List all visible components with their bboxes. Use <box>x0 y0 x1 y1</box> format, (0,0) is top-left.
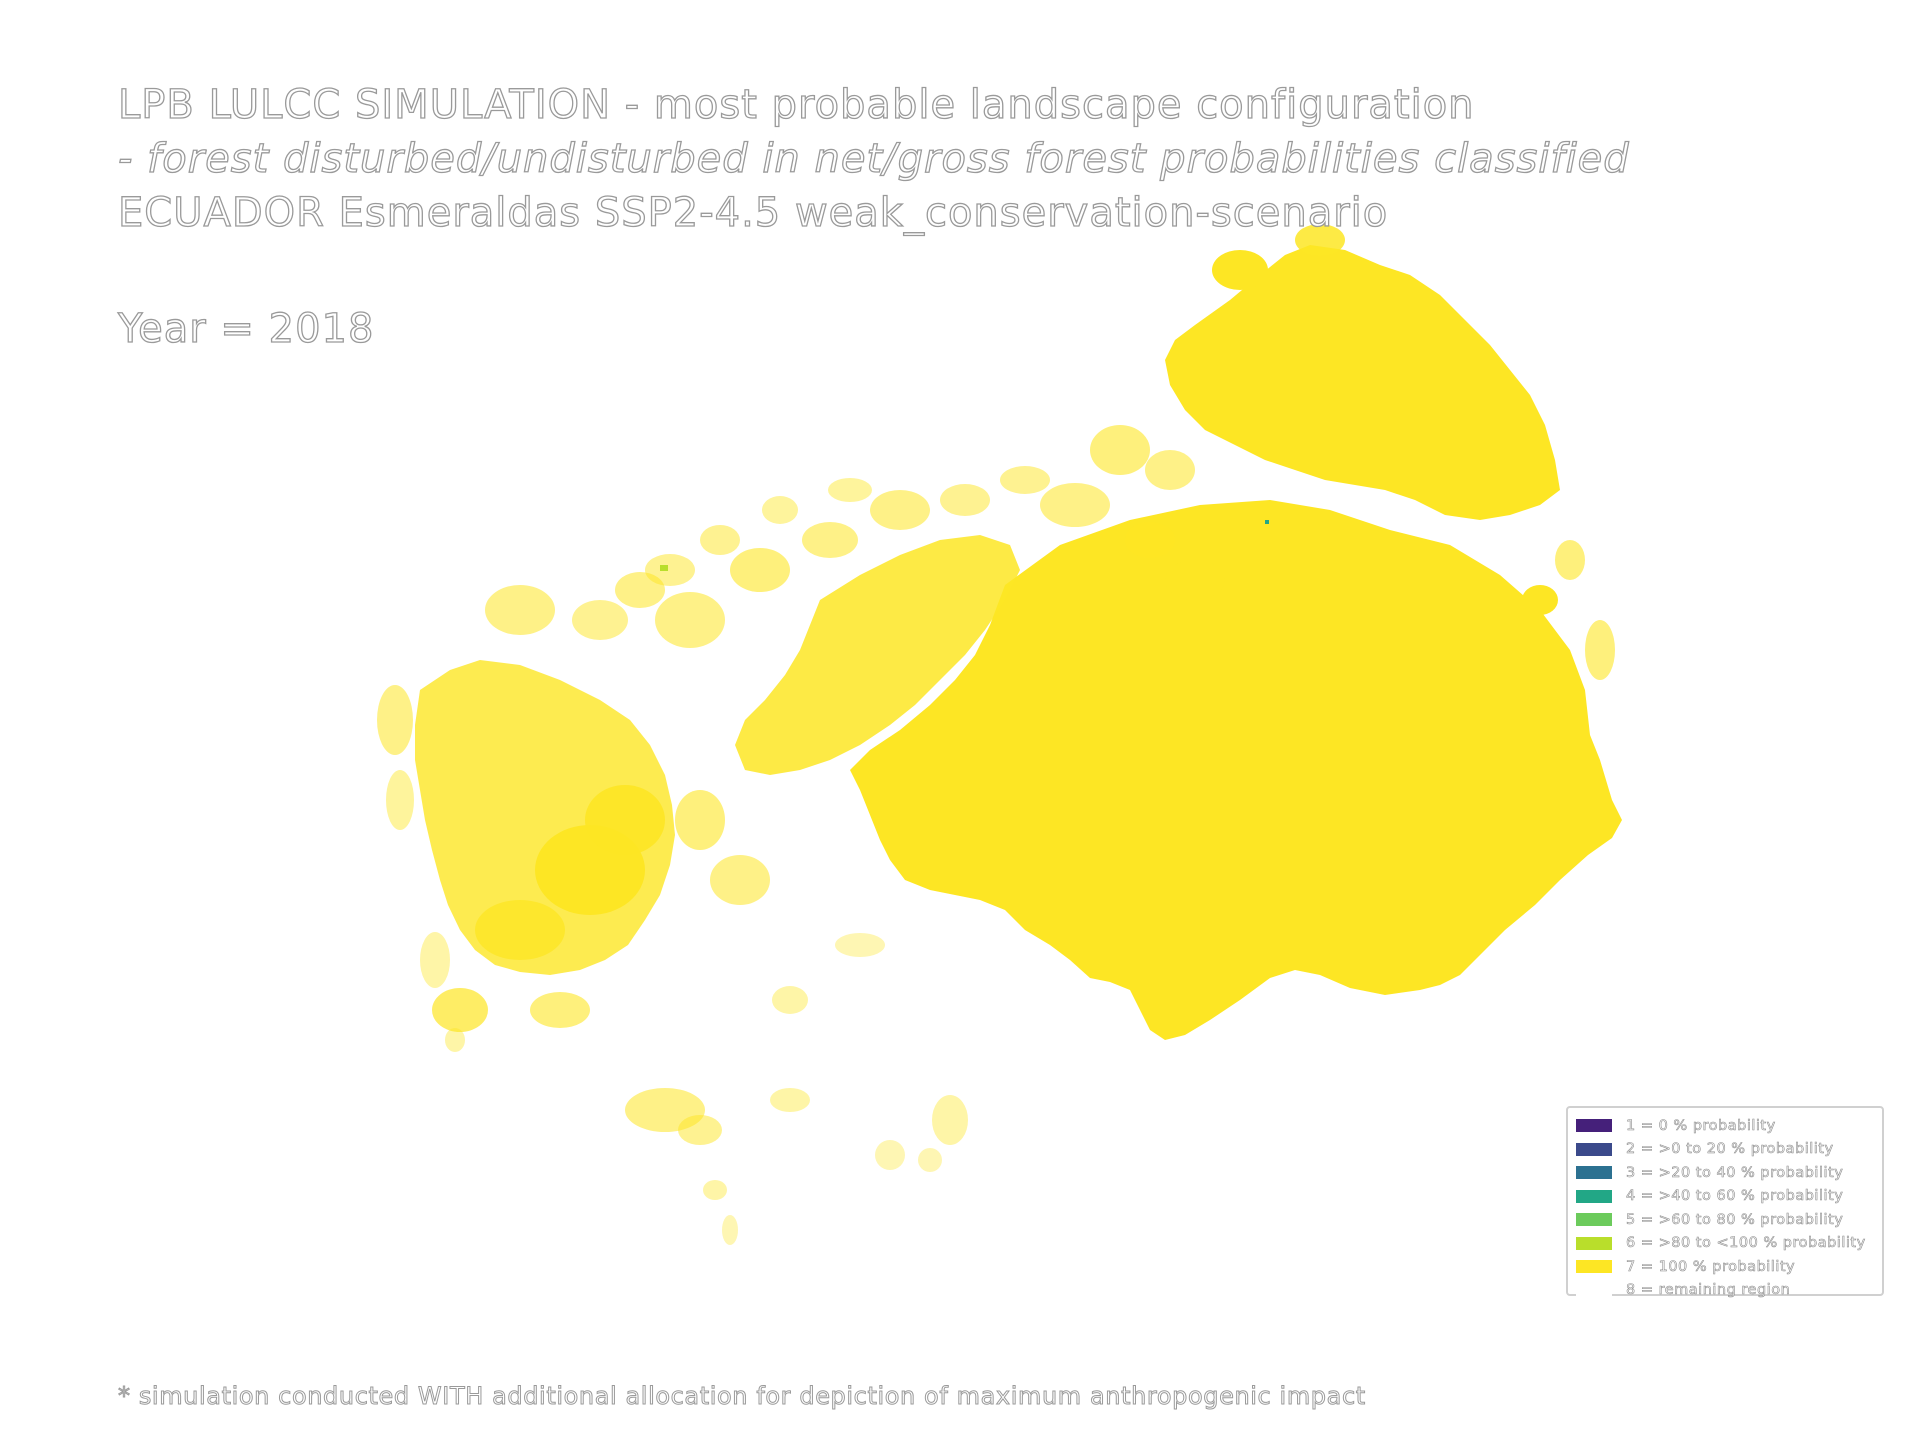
legend-item: 1 = 0 % probability <box>1576 1114 1874 1138</box>
legend-swatch <box>1576 1213 1612 1227</box>
legend-swatch <box>1576 1236 1612 1250</box>
mixed-probability-patch <box>1265 520 1269 524</box>
forest-mid-region <box>735 535 1020 775</box>
mixed-probability-patch <box>660 565 668 571</box>
footnote: * simulation conducted WITH additional a… <box>118 1382 1366 1411</box>
title-line-3: ECUADOR Esmeraldas SSP2-4.5 weak_conserv… <box>117 189 1389 236</box>
forest-north-region <box>1165 245 1560 520</box>
legend-label: 7 = 100 % probability <box>1626 1258 1796 1275</box>
legend-label: 1 = 0 % probability <box>1626 1117 1776 1134</box>
forest-core-region <box>850 500 1622 1040</box>
legend-item: 6 = >80 to <100 % probability <box>1576 1232 1874 1256</box>
legend-label: 5 = >60 to 80 % probability <box>1626 1211 1844 1228</box>
legend-swatch <box>1576 1119 1612 1133</box>
legend-item: 7 = 100 % probability <box>1576 1255 1874 1279</box>
forest-scattered-patches <box>377 224 1615 1245</box>
legend-swatch <box>1576 1260 1612 1274</box>
legend-swatch <box>1576 1189 1612 1203</box>
legend-item: 8 = remaining region <box>1576 1279 1874 1303</box>
legend-swatch <box>1576 1142 1612 1156</box>
legend-swatch <box>1576 1283 1612 1297</box>
legend-label: 3 = >20 to 40 % probability <box>1626 1164 1844 1181</box>
title-block: LPB LULCC SIMULATION - most probable lan… <box>117 78 1678 240</box>
legend-label: 6 = >80 to <100 % probability <box>1626 1235 1866 1252</box>
legend-swatch <box>1576 1166 1612 1180</box>
legend-label: 2 = >0 to 20 % probability <box>1626 1141 1834 1158</box>
legend-item: 3 = >20 to 40 % probability <box>1576 1161 1874 1185</box>
legend-item: 5 = >60 to 80 % probability <box>1576 1208 1874 1232</box>
legend-label: 8 = remaining region <box>1626 1282 1791 1299</box>
legend-label: 4 = >40 to 60 % probability <box>1626 1188 1844 1205</box>
year-label: Year = 2018 <box>117 305 375 352</box>
legend: 1 = 0 % probability 2 = >0 to 20 % probab… <box>1566 1106 1884 1299</box>
title-line-2: - forest disturbed/undisturbed in net/gr… <box>117 135 1630 182</box>
legend-item: 4 = >40 to 60 % probability <box>1576 1185 1874 1209</box>
title-line-1: LPB LULCC SIMULATION - most probable lan… <box>117 81 1475 128</box>
legend-item: 2 = >0 to 20 % probability <box>1576 1138 1874 1162</box>
